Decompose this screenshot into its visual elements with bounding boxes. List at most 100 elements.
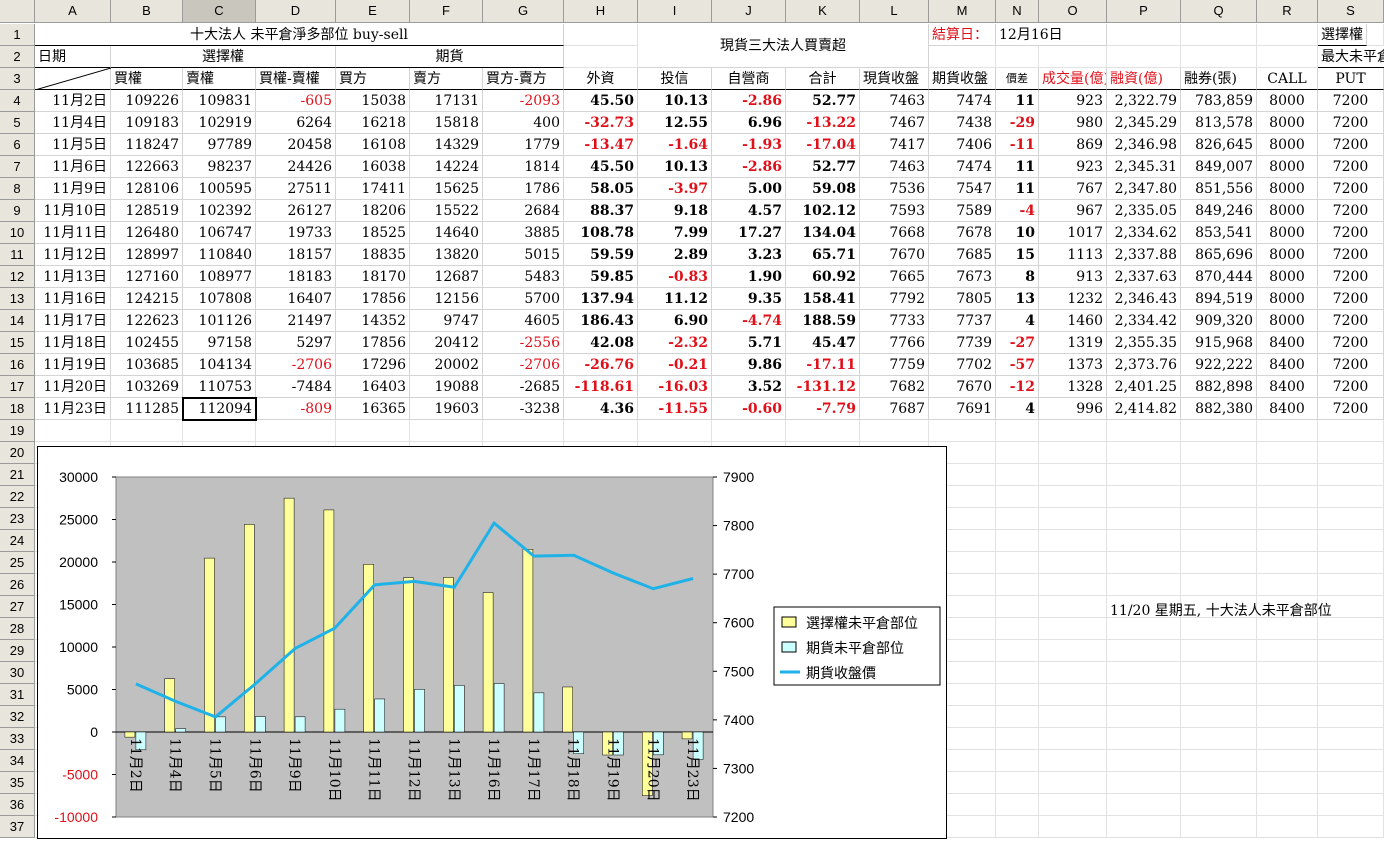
- data-cell[interactable]: -13.22: [786, 112, 860, 134]
- data-cell[interactable]: 58.05: [564, 178, 638, 200]
- data-cell[interactable]: 158.41: [786, 288, 860, 310]
- empty-cell[interactable]: [638, 420, 712, 442]
- data-cell[interactable]: 122663: [111, 156, 183, 178]
- data-cell[interactable]: 7200: [1318, 310, 1384, 332]
- data-cell[interactable]: 8000: [1257, 266, 1318, 288]
- data-cell[interactable]: 2,337.63: [1107, 266, 1181, 288]
- empty-cell[interactable]: [1181, 420, 1257, 442]
- empty-cell[interactable]: [1107, 508, 1181, 530]
- data-cell[interactable]: -2.86: [712, 90, 786, 112]
- empty-cell[interactable]: [256, 420, 336, 442]
- column-label-0[interactable]: 買權: [111, 68, 183, 90]
- data-cell[interactable]: 106747: [183, 222, 256, 244]
- empty-cell[interactable]: [1181, 706, 1257, 728]
- data-cell[interactable]: -2093: [483, 90, 564, 112]
- empty-cell[interactable]: [929, 794, 996, 816]
- date-cell[interactable]: 11月23日: [35, 398, 111, 420]
- empty-cell[interactable]: [1107, 530, 1181, 552]
- data-cell[interactable]: 870,444: [1181, 266, 1257, 288]
- embedded-chart[interactable]: 30000 25000 20000 15000 10000 5000 0 -5000 -1000…: [37, 446, 947, 839]
- empty-cell[interactable]: [1107, 420, 1181, 442]
- data-cell[interactable]: -2706: [483, 354, 564, 376]
- data-cell[interactable]: 20412: [410, 332, 483, 354]
- data-cell[interactable]: 3885: [483, 222, 564, 244]
- data-cell[interactable]: 7200: [1318, 134, 1384, 156]
- empty-cell[interactable]: [996, 46, 1039, 68]
- row-header-14[interactable]: 14: [0, 310, 35, 332]
- empty-cell[interactable]: [1257, 486, 1318, 508]
- data-cell[interactable]: 8000: [1257, 156, 1318, 178]
- empty-cell[interactable]: [1257, 794, 1318, 816]
- empty-cell[interactable]: [996, 750, 1039, 772]
- data-cell[interactable]: -0.21: [638, 354, 712, 376]
- empty-cell[interactable]: [1257, 464, 1318, 486]
- empty-cell[interactable]: [1107, 794, 1181, 816]
- data-cell[interactable]: 1319: [1039, 332, 1107, 354]
- data-cell[interactable]: -3238: [483, 398, 564, 420]
- data-cell[interactable]: 97789: [183, 134, 256, 156]
- data-cell[interactable]: 8000: [1257, 310, 1318, 332]
- data-cell[interactable]: 5015: [483, 244, 564, 266]
- empty-cell[interactable]: [1257, 816, 1318, 838]
- data-cell[interactable]: 8000: [1257, 134, 1318, 156]
- data-cell[interactable]: 15038: [336, 90, 410, 112]
- empty-cell[interactable]: [1107, 596, 1181, 618]
- empty-cell[interactable]: [1318, 552, 1384, 574]
- data-cell[interactable]: 7759: [860, 354, 929, 376]
- empty-cell[interactable]: [712, 420, 786, 442]
- data-cell[interactable]: 124215: [111, 288, 183, 310]
- row-header-30[interactable]: 30: [0, 662, 35, 684]
- data-cell[interactable]: 110753: [183, 376, 256, 398]
- data-cell[interactable]: 894,519: [1181, 288, 1257, 310]
- empty-cell[interactable]: [1257, 420, 1318, 442]
- data-cell[interactable]: 45.47: [786, 332, 860, 354]
- data-cell[interactable]: 7200: [1318, 222, 1384, 244]
- empty-cell[interactable]: [929, 728, 996, 750]
- data-cell[interactable]: 882,898: [1181, 376, 1257, 398]
- active-cell-selection[interactable]: [182, 397, 257, 421]
- empty-cell[interactable]: [1039, 486, 1107, 508]
- data-cell[interactable]: 8000: [1257, 112, 1318, 134]
- empty-cell[interactable]: [929, 816, 996, 838]
- settle-date-cell[interactable]: 12月16日: [996, 24, 1107, 46]
- data-cell[interactable]: 849,246: [1181, 200, 1257, 222]
- date-cell[interactable]: 11月18日: [35, 332, 111, 354]
- data-cell[interactable]: 7593: [860, 200, 929, 222]
- data-cell[interactable]: -131.12: [786, 376, 860, 398]
- empty-cell[interactable]: [1039, 552, 1107, 574]
- data-cell[interactable]: 126480: [111, 222, 183, 244]
- data-cell[interactable]: 400: [483, 112, 564, 134]
- data-cell[interactable]: 108977: [183, 266, 256, 288]
- data-cell[interactable]: 20002: [410, 354, 483, 376]
- empty-cell[interactable]: [996, 640, 1039, 662]
- data-cell[interactable]: 45.50: [564, 156, 638, 178]
- row-header-18[interactable]: 18: [0, 398, 35, 420]
- data-cell[interactable]: 7200: [1318, 244, 1384, 266]
- data-cell[interactable]: 16038: [336, 156, 410, 178]
- empty-cell[interactable]: [1181, 442, 1257, 464]
- data-cell[interactable]: 18183: [256, 266, 336, 288]
- data-cell[interactable]: 2,335.05: [1107, 200, 1181, 222]
- empty-cell[interactable]: [1107, 816, 1181, 838]
- empty-cell[interactable]: [1181, 508, 1257, 530]
- data-cell[interactable]: 7685: [929, 244, 996, 266]
- data-cell[interactable]: 8000: [1257, 90, 1318, 112]
- data-cell[interactable]: 101126: [183, 310, 256, 332]
- empty-cell[interactable]: [996, 596, 1039, 618]
- empty-cell[interactable]: [1039, 46, 1107, 68]
- date-cell[interactable]: 11月16日: [35, 288, 111, 310]
- empty-cell[interactable]: [1039, 684, 1107, 706]
- data-cell[interactable]: 107808: [183, 288, 256, 310]
- data-cell[interactable]: 27511: [256, 178, 336, 200]
- data-cell[interactable]: 17131: [410, 90, 483, 112]
- empty-cell[interactable]: [996, 684, 1039, 706]
- data-cell[interactable]: 4605: [483, 310, 564, 332]
- row-header-31[interactable]: 31: [0, 684, 35, 706]
- data-cell[interactable]: 14640: [410, 222, 483, 244]
- data-cell[interactable]: 7463: [860, 90, 929, 112]
- empty-cell[interactable]: [1039, 794, 1107, 816]
- empty-cell[interactable]: [1318, 442, 1384, 464]
- data-cell[interactable]: 5.71: [712, 332, 786, 354]
- column-header-J[interactable]: J: [712, 0, 786, 23]
- data-cell[interactable]: 7200: [1318, 398, 1384, 420]
